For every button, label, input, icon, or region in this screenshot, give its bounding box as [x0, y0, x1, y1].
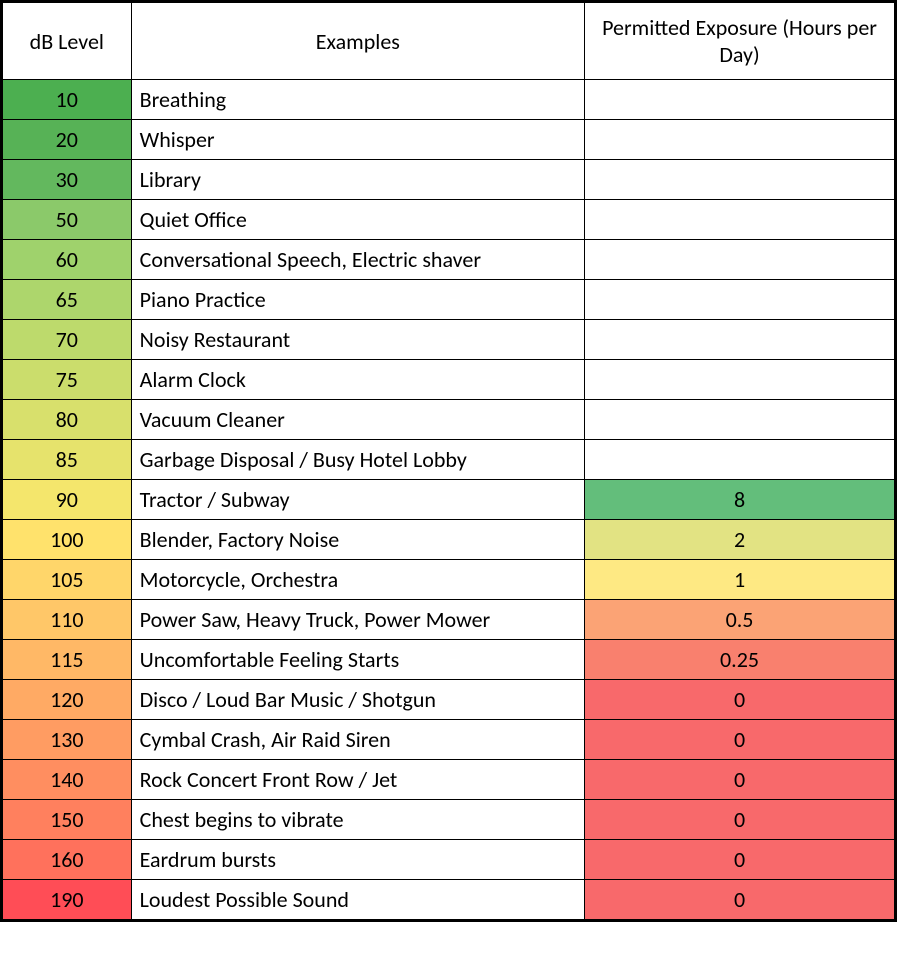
- table-row: 90Tractor / Subway8: [2, 480, 896, 520]
- exposure-cell: [585, 160, 896, 200]
- exposure-cell: [585, 80, 896, 120]
- example-cell: Piano Practice: [131, 280, 584, 320]
- db-level-cell: 70: [2, 320, 132, 360]
- table-row: 100Blender, Factory Noise2: [2, 520, 896, 560]
- exposure-cell: 0: [585, 800, 896, 840]
- db-level-cell: 105: [2, 560, 132, 600]
- table-row: 110Power Saw, Heavy Truck, Power Mower0.…: [2, 600, 896, 640]
- header-row: dB Level Examples Permitted Exposure (Ho…: [2, 2, 896, 80]
- exposure-cell: [585, 280, 896, 320]
- example-cell: Uncomfortable Feeling Starts: [131, 640, 584, 680]
- db-level-cell: 160: [2, 840, 132, 880]
- example-cell: Chest begins to vibrate: [131, 800, 584, 840]
- header-exposure: Permitted Exposure (Hours per Day): [585, 2, 896, 80]
- db-level-cell: 60: [2, 240, 132, 280]
- example-cell: Whisper: [131, 120, 584, 160]
- exposure-cell: [585, 120, 896, 160]
- example-cell: Garbage Disposal / Busy Hotel Lobby: [131, 440, 584, 480]
- exposure-cell: [585, 200, 896, 240]
- table-row: 150Chest begins to vibrate0: [2, 800, 896, 840]
- exposure-cell: 0.25: [585, 640, 896, 680]
- db-level-cell: 190: [2, 880, 132, 921]
- decibel-exposure-table: dB Level Examples Permitted Exposure (Ho…: [0, 0, 897, 922]
- table-row: 115Uncomfortable Feeling Starts0.25: [2, 640, 896, 680]
- db-level-cell: 10: [2, 80, 132, 120]
- example-cell: Alarm Clock: [131, 360, 584, 400]
- db-level-cell: 150: [2, 800, 132, 840]
- db-level-cell: 100: [2, 520, 132, 560]
- example-cell: Motorcycle, Orchestra: [131, 560, 584, 600]
- example-cell: Breathing: [131, 80, 584, 120]
- table-row: 20Whisper: [2, 120, 896, 160]
- example-cell: Rock Concert Front Row / Jet: [131, 760, 584, 800]
- db-level-cell: 140: [2, 760, 132, 800]
- exposure-cell: 8: [585, 480, 896, 520]
- db-level-cell: 120: [2, 680, 132, 720]
- exposure-cell: 0: [585, 760, 896, 800]
- db-level-cell: 115: [2, 640, 132, 680]
- db-level-cell: 20: [2, 120, 132, 160]
- table-row: 130Cymbal Crash, Air Raid Siren0: [2, 720, 896, 760]
- db-level-cell: 130: [2, 720, 132, 760]
- table-row: 10Breathing: [2, 80, 896, 120]
- example-cell: Cymbal Crash, Air Raid Siren: [131, 720, 584, 760]
- example-cell: Eardrum bursts: [131, 840, 584, 880]
- exposure-cell: 2: [585, 520, 896, 560]
- table-row: 160Eardrum bursts0: [2, 840, 896, 880]
- example-cell: Disco / Loud Bar Music / Shotgun: [131, 680, 584, 720]
- example-cell: Power Saw, Heavy Truck, Power Mower: [131, 600, 584, 640]
- table-row: 120Disco / Loud Bar Music / Shotgun0: [2, 680, 896, 720]
- example-cell: Blender, Factory Noise: [131, 520, 584, 560]
- table-row: 30Library: [2, 160, 896, 200]
- exposure-cell: [585, 320, 896, 360]
- table-row: 65Piano Practice: [2, 280, 896, 320]
- exposure-cell: 0: [585, 720, 896, 760]
- exposure-cell: [585, 360, 896, 400]
- example-cell: Library: [131, 160, 584, 200]
- db-level-cell: 50: [2, 200, 132, 240]
- exposure-cell: [585, 440, 896, 480]
- header-db-level: dB Level: [2, 2, 132, 80]
- example-cell: Vacuum Cleaner: [131, 400, 584, 440]
- exposure-cell: 0: [585, 880, 896, 921]
- db-level-cell: 80: [2, 400, 132, 440]
- table-row: 50Quiet Office: [2, 200, 896, 240]
- example-cell: Noisy Restaurant: [131, 320, 584, 360]
- example-cell: Tractor / Subway: [131, 480, 584, 520]
- exposure-cell: 1: [585, 560, 896, 600]
- table-row: 80Vacuum Cleaner: [2, 400, 896, 440]
- example-cell: Loudest Possible Sound: [131, 880, 584, 921]
- db-level-cell: 75: [2, 360, 132, 400]
- db-level-cell: 65: [2, 280, 132, 320]
- table-row: 140Rock Concert Front Row / Jet0: [2, 760, 896, 800]
- exposure-cell: 0: [585, 680, 896, 720]
- example-cell: Conversational Speech, Electric shaver: [131, 240, 584, 280]
- table-row: 75Alarm Clock: [2, 360, 896, 400]
- table-row: 60Conversational Speech, Electric shaver: [2, 240, 896, 280]
- db-level-cell: 90: [2, 480, 132, 520]
- exposure-cell: [585, 240, 896, 280]
- exposure-cell: [585, 400, 896, 440]
- table-row: 190Loudest Possible Sound0: [2, 880, 896, 921]
- table-row: 105Motorcycle, Orchestra1: [2, 560, 896, 600]
- db-level-cell: 110: [2, 600, 132, 640]
- table-row: 85Garbage Disposal / Busy Hotel Lobby: [2, 440, 896, 480]
- example-cell: Quiet Office: [131, 200, 584, 240]
- exposure-cell: 0: [585, 840, 896, 880]
- table-row: 70Noisy Restaurant: [2, 320, 896, 360]
- db-level-cell: 85: [2, 440, 132, 480]
- db-level-cell: 30: [2, 160, 132, 200]
- exposure-cell: 0.5: [585, 600, 896, 640]
- header-examples: Examples: [131, 2, 584, 80]
